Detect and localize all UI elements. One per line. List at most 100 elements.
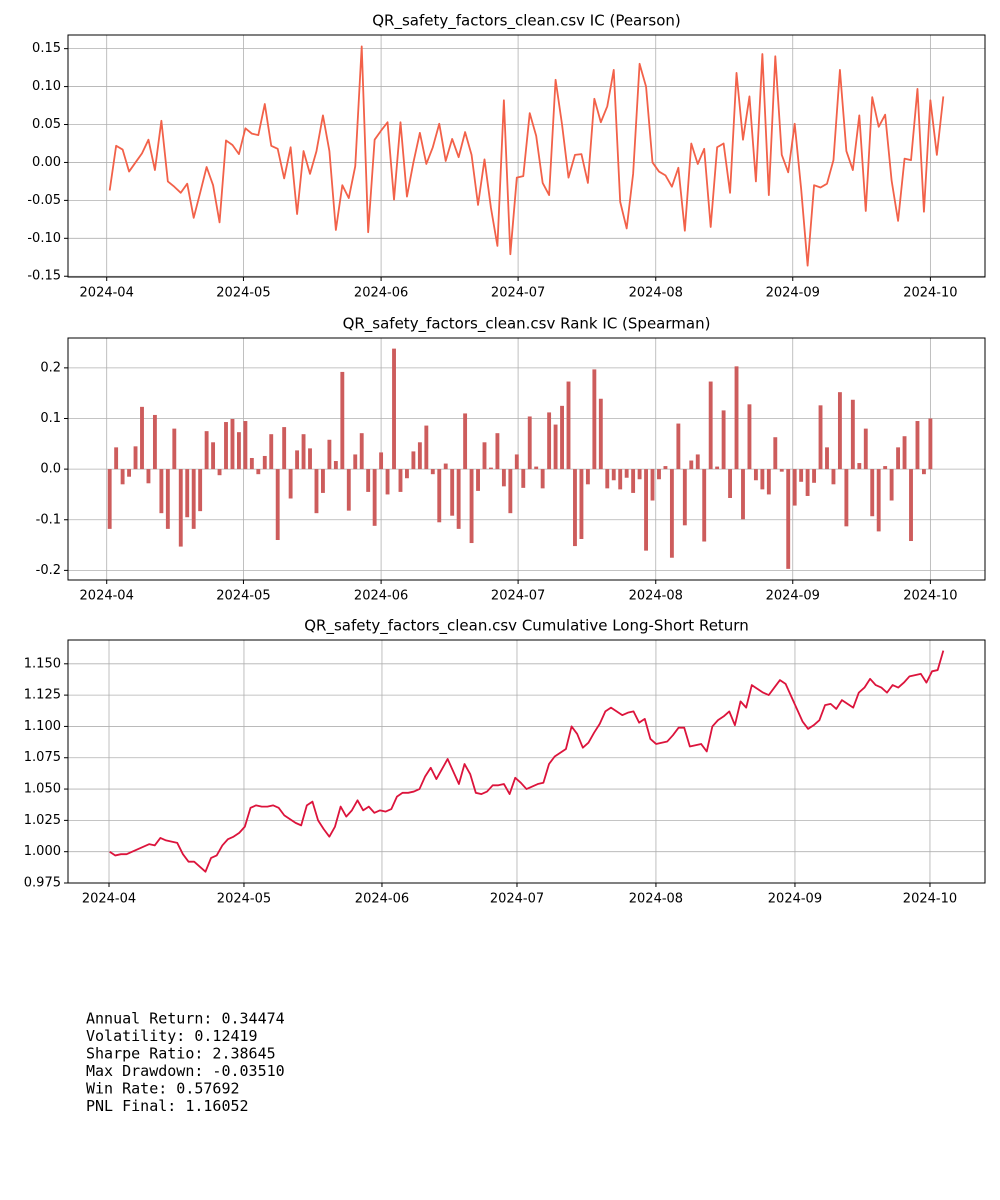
bar <box>669 469 674 558</box>
bar <box>728 469 733 498</box>
bar <box>540 469 545 489</box>
bar <box>812 469 817 483</box>
bar <box>314 469 319 514</box>
y-tick-label: 1.150 <box>24 656 61 671</box>
bar <box>592 369 597 470</box>
bar <box>178 469 183 547</box>
bar <box>417 442 422 470</box>
bar <box>133 446 138 470</box>
y-tick-label: 1.025 <box>24 813 61 828</box>
bar <box>198 469 203 512</box>
y-tick-label: 0.10 <box>32 79 61 94</box>
bar <box>217 469 222 476</box>
bar <box>928 418 933 470</box>
bar <box>825 447 829 470</box>
bar <box>127 469 132 477</box>
bar <box>682 469 687 526</box>
y-tick-label: 0.975 <box>24 876 61 891</box>
y-tick-label: 1.050 <box>24 782 61 797</box>
bar <box>275 469 280 541</box>
summary-line: Annual Return: 0.34474 <box>86 1010 285 1028</box>
x-tick-label: 2024-10 <box>903 286 957 301</box>
x-tick-label: 2024-08 <box>629 892 683 907</box>
bar <box>857 463 862 470</box>
bar <box>818 405 823 470</box>
summary-line: Sharpe Ratio: 2.38645 <box>86 1045 276 1063</box>
bar <box>308 448 312 470</box>
bar <box>236 432 241 470</box>
bar <box>631 469 636 493</box>
bar <box>766 469 771 495</box>
y-tick-label: -0.1 <box>36 512 61 527</box>
bar <box>333 461 338 470</box>
bar <box>663 466 668 470</box>
y-tick-label: 0.1 <box>40 411 61 426</box>
bar <box>921 469 926 475</box>
bar <box>598 398 603 470</box>
y-tick-label: 0.15 <box>32 41 61 56</box>
bar <box>437 469 442 523</box>
chart-title: QR_safety_factors_clean.csv IC (Pearson) <box>372 12 681 31</box>
bar <box>902 436 907 470</box>
bar <box>883 466 888 470</box>
bar <box>249 457 254 470</box>
x-tick-label: 2024-10 <box>903 589 957 604</box>
bar <box>702 469 707 542</box>
bar <box>482 442 487 470</box>
x-tick-label: 2024-07 <box>491 589 545 604</box>
bar <box>114 447 119 470</box>
bar <box>262 455 267 470</box>
x-tick-label: 2024-09 <box>766 589 820 604</box>
bar <box>850 399 855 470</box>
y-tick-label: -0.05 <box>27 193 61 208</box>
bar <box>450 469 455 516</box>
plot-frame <box>67 639 986 884</box>
x-tick-label: 2024-06 <box>354 589 408 604</box>
x-tick-label: 2024-04 <box>82 892 136 907</box>
bar <box>585 469 590 485</box>
bar <box>896 447 901 470</box>
bar <box>327 439 332 470</box>
bar <box>876 469 881 532</box>
bar <box>456 469 461 529</box>
bar <box>411 451 416 470</box>
bar <box>831 469 836 485</box>
y-tick-label: -0.2 <box>36 563 61 578</box>
bar <box>379 452 384 470</box>
bar <box>760 469 765 490</box>
bar <box>495 433 500 470</box>
bar <box>385 469 390 495</box>
y-tick-label: -0.15 <box>27 269 61 284</box>
bar <box>476 469 480 491</box>
bar <box>773 437 778 470</box>
bar <box>805 469 810 496</box>
bar <box>165 469 170 529</box>
bar <box>172 428 177 470</box>
bar <box>159 469 164 514</box>
bar <box>288 469 293 499</box>
bar <box>644 469 648 551</box>
line <box>109 650 945 873</box>
bar <box>573 469 577 547</box>
x-tick-label: 2024-09 <box>768 892 822 907</box>
bar <box>282 427 287 470</box>
bar <box>527 416 532 470</box>
bar <box>146 469 151 484</box>
bar <box>392 348 396 470</box>
bar <box>779 469 784 472</box>
summary-line: PNL Final: 1.16052 <box>86 1097 249 1115</box>
y-tick-label: 0.00 <box>32 155 61 170</box>
y-tick-label: 0.0 <box>40 462 61 477</box>
bar <box>741 469 745 520</box>
plot-frame <box>67 337 986 581</box>
bar <box>514 454 519 470</box>
y-tick-label: 1.125 <box>24 688 61 703</box>
bar <box>547 412 552 470</box>
bar <box>424 425 429 470</box>
bar <box>185 469 190 518</box>
bar <box>560 405 564 470</box>
bar <box>870 469 875 517</box>
bar <box>657 469 661 480</box>
bar <box>405 469 409 479</box>
bar <box>611 469 616 481</box>
